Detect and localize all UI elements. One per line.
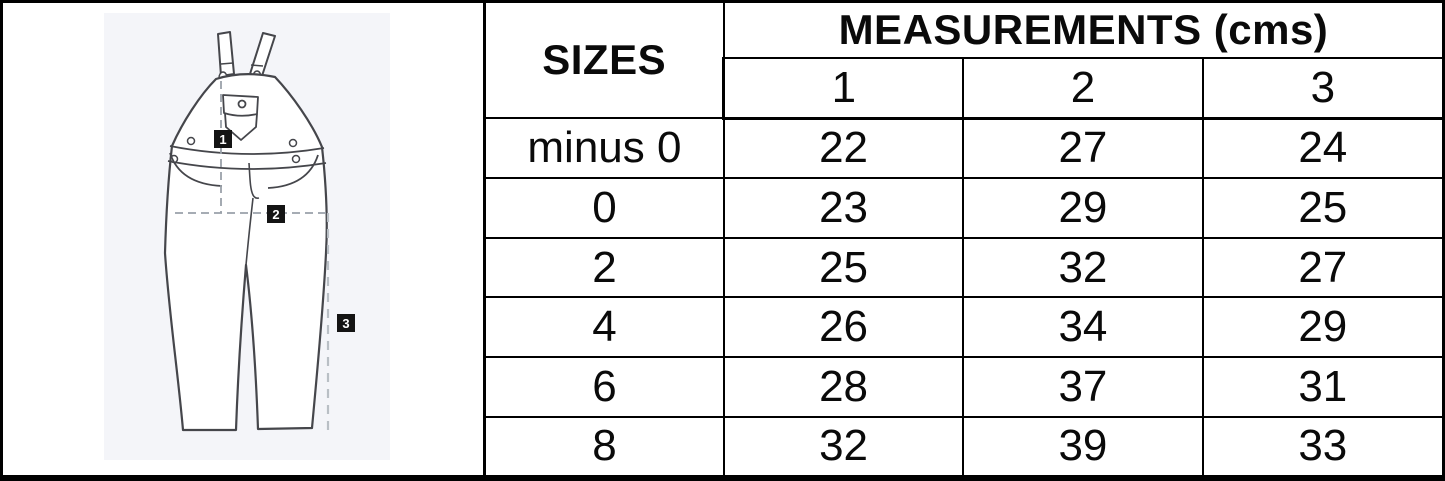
table-row: 6 28 37 31 bbox=[482, 355, 1442, 418]
sizes-header: SIZES bbox=[482, 3, 725, 119]
table-panel: SIZES MEASUREMENTS (cms) 1 2 3 minus 0 2… bbox=[482, 3, 1442, 475]
size-cell: minus 0 bbox=[482, 116, 725, 180]
measurement-cell: 31 bbox=[1201, 355, 1442, 418]
overalls-diagram-icon: 1 2 3 bbox=[163, 31, 355, 432]
measurement-cell: 33 bbox=[1201, 415, 1442, 475]
side-pocket-right bbox=[267, 154, 319, 189]
chest-pocket-body bbox=[224, 112, 258, 141]
measurement-cell: 37 bbox=[962, 355, 1204, 418]
overalls-body bbox=[163, 73, 328, 432]
header-row-main: SIZES MEASUREMENTS (cms) bbox=[482, 3, 1442, 119]
size-chart-table: SIZES MEASUREMENTS (cms) 1 2 3 minus 0 2… bbox=[482, 3, 1442, 475]
fly-seam bbox=[248, 162, 260, 199]
measurement-cell: 26 bbox=[722, 296, 965, 358]
table-row: 2 25 32 27 bbox=[482, 236, 1442, 299]
size-cell: 4 bbox=[482, 296, 725, 358]
measurement-cell: 22 bbox=[722, 116, 965, 180]
size-cell: 2 bbox=[482, 236, 725, 299]
strap-left bbox=[217, 31, 235, 77]
measure-col-1-header: 1 bbox=[722, 57, 965, 120]
side-pocket-left bbox=[169, 152, 223, 187]
marker-2-badge bbox=[267, 205, 285, 223]
table-row: 0 23 29 25 bbox=[482, 177, 1442, 239]
measurement-cell: 29 bbox=[962, 177, 1204, 239]
diagram-panel: 1 2 3 bbox=[3, 3, 483, 475]
marker-1-label: 1 bbox=[219, 132, 226, 147]
measurement-cell: 27 bbox=[1201, 236, 1442, 299]
measurement-cell: 32 bbox=[962, 236, 1204, 299]
diagram-background: 1 2 3 bbox=[104, 13, 390, 460]
chest-pocket-button bbox=[237, 99, 247, 109]
strap-right bbox=[249, 32, 276, 77]
measurement-cell: 25 bbox=[722, 236, 965, 299]
measurement-cell: 24 bbox=[1201, 116, 1442, 180]
measurement-cell: 39 bbox=[962, 415, 1204, 475]
size-cell: 0 bbox=[482, 177, 725, 239]
measurement-cell: 28 bbox=[722, 355, 965, 418]
table-row: 8 32 39 33 bbox=[482, 415, 1442, 475]
measurement-cell: 34 bbox=[962, 296, 1204, 358]
measure-col-2-header: 2 bbox=[962, 57, 1204, 120]
measurements-header: MEASUREMENTS (cms) bbox=[722, 3, 1442, 59]
marker-3-label: 3 bbox=[342, 316, 349, 331]
header-row-measures: 1 2 3 bbox=[485, 57, 1442, 120]
measure-col-3-header: 3 bbox=[1201, 57, 1442, 120]
marker-1-badge bbox=[214, 130, 232, 148]
rivet-right bbox=[291, 154, 301, 164]
center-seam bbox=[245, 197, 254, 266]
waistband-top bbox=[169, 145, 325, 155]
waistband-bottom bbox=[167, 160, 327, 170]
table-row: minus 0 22 27 24 bbox=[482, 116, 1442, 180]
measurement-cell: 29 bbox=[1201, 296, 1442, 358]
size-cell: 8 bbox=[482, 415, 725, 475]
button-left bbox=[186, 136, 196, 146]
marker-2-label: 2 bbox=[272, 207, 279, 222]
table-row: 4 26 34 29 bbox=[482, 296, 1442, 358]
marker-3-badge bbox=[337, 314, 355, 332]
measurement-cell: 23 bbox=[722, 177, 965, 239]
measurement-cell: 25 bbox=[1201, 177, 1442, 239]
size-cell: 6 bbox=[482, 355, 725, 418]
measurement-cell: 27 bbox=[962, 116, 1204, 180]
measurement-cell: 32 bbox=[722, 415, 965, 475]
button-right bbox=[288, 138, 298, 148]
